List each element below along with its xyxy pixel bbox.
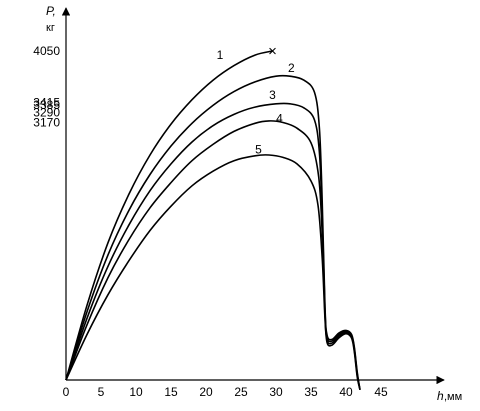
- failure-marker: ×: [268, 43, 277, 60]
- curves: [65, 50, 361, 390]
- curve-label-4: 4: [276, 111, 283, 125]
- curve-1: [65, 50, 273, 381]
- x-axis-title: h: [437, 389, 444, 403]
- curve-label-5: 5: [255, 142, 262, 156]
- y-tick-label: 3290: [33, 106, 60, 120]
- x-tick-label: 25: [234, 385, 248, 399]
- x-tick-label: 30: [269, 385, 283, 399]
- curve-5: [65, 154, 361, 390]
- y-tick-label: 3170: [33, 115, 60, 129]
- curve-labels: 1 × 234 5: [217, 43, 295, 156]
- x-axis-unit: ,мм: [444, 391, 462, 403]
- x-tick-label: 5: [98, 385, 105, 399]
- y-tick-label: 3385: [33, 98, 60, 112]
- curve-label-1: 1: [217, 48, 224, 62]
- curve-label-3: 3: [269, 88, 276, 102]
- y-axis-unit: кг: [46, 22, 55, 34]
- y-tick-label: 4050: [33, 44, 60, 58]
- y-axis-title: P,: [46, 4, 56, 18]
- x-tick-label: 35: [304, 385, 318, 399]
- curve-label-2: 2: [288, 61, 295, 75]
- x-tick-label: 0: [63, 385, 70, 399]
- x-tick-labels: 0 5 10 15 20 25 30 35 40 45: [63, 385, 388, 399]
- curve-3: [65, 102, 361, 390]
- x-tick-label: 40: [339, 385, 353, 399]
- x-tick-label: 45: [374, 385, 388, 399]
- x-tick-label: 15: [164, 385, 178, 399]
- curve-4: [65, 120, 361, 390]
- x-tick-label: 20: [199, 385, 213, 399]
- x-tick-label: 10: [129, 385, 143, 399]
- curve-2: [65, 74, 361, 390]
- y-tick-label: 3415: [33, 96, 60, 110]
